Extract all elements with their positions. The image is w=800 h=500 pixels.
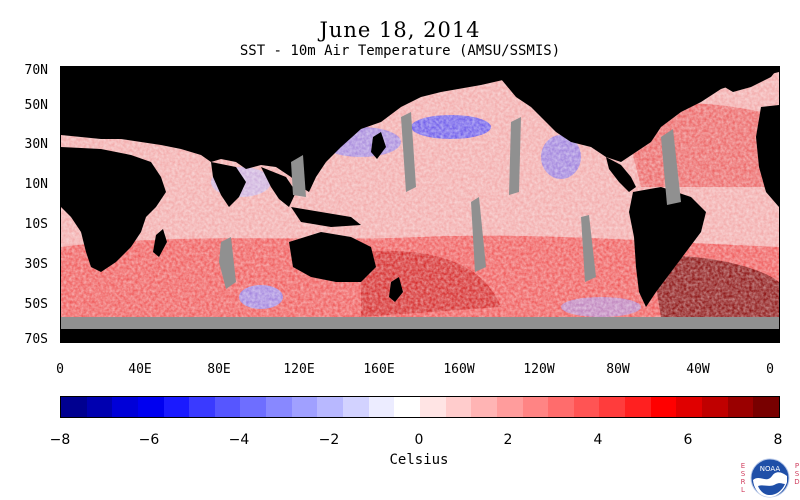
colorbar-tick-neg2: −2 [318,432,340,448]
lat-label-10s: 10S [24,217,48,232]
colorbar-swatch [727,397,754,417]
colorbar-swatch [548,397,574,417]
org-letter: P [794,462,800,470]
lon-label-160e: 160E [363,362,395,377]
colorbar-swatch [471,397,497,417]
colorbar [60,396,780,418]
org-letter: S [794,470,800,478]
missing-swath-2 [401,112,416,192]
missing-swath-5 [581,215,596,282]
colorbar-swatch [445,397,472,417]
land [61,67,779,342]
lon-label-40w: 40W [686,362,710,377]
colorbar-swatch [573,397,600,417]
south-america-land [629,187,706,307]
colorbar-tick-neg6: −6 [138,432,160,448]
colorbar-swatch [419,397,446,417]
svg-text:NOAA: NOAA [760,465,781,473]
lon-label-160w: 160W [443,362,475,377]
colorbar-tick-neg8: −8 [49,432,71,448]
org-letter: R [740,478,746,486]
colorbar-swatch [702,397,728,417]
lat-label-50n: 50N [24,98,48,113]
colorbar-swatch [394,397,420,417]
missing-swath-3 [471,197,486,272]
australia-land [289,232,376,282]
lat-label-30n: 30N [24,137,48,152]
colorbar-swatch [676,397,703,417]
missing-antarctic-edge [61,317,779,329]
colorbar-swatch [163,397,190,417]
southeast-asia-land [261,167,296,207]
colorbar-title: Celsius [389,452,449,468]
missing-data [61,112,779,329]
map-subtitle: SST - 10m Air Temperature (AMSU/SSMIS) [239,43,561,59]
noaa-logo-icon: NOAA [750,458,790,498]
missing-swath-4 [509,117,521,195]
lon-label-80e: 80E [207,362,231,377]
org-letter: D [794,478,800,486]
africa-land [61,147,166,272]
lat-label-50s: 50S [24,297,48,312]
lat-label-70s: 70S [24,332,48,347]
map-title: June 18, 2014 [319,18,481,42]
lon-label-80w: 80W [606,362,630,377]
lon-label-120w: 120W [523,362,555,377]
madagascar-land [153,229,167,257]
lon-label-0: 0 [56,362,64,377]
colorbar-swatch [317,397,344,417]
lon-label-0-east: 0 [766,362,774,377]
org-letter: L [741,486,745,494]
africa-east-edge-land [756,105,779,207]
missing-swath-6 [661,129,681,205]
greenland-land [701,67,779,92]
colorbar-swatch [112,397,138,417]
colorbar-swatch [753,397,779,417]
org-letter: S [740,470,746,478]
lat-label-70n: 70N [24,63,48,78]
colorbar-swatch [189,397,215,417]
colorbar-swatch [599,397,626,417]
colorbar-swatch [137,397,164,417]
central-america-land [606,157,636,192]
colorbar-swatch [61,397,87,417]
colorbar-swatch [240,397,267,417]
missing-swath-7 [291,155,306,197]
lon-label-120e: 120E [283,362,315,377]
sst-anomaly-map [60,66,780,343]
missing-swath-1 [219,237,236,289]
colorbar-swatch [368,397,395,417]
colorbar-tick-neg4: −4 [228,432,250,448]
eurasia-land [61,67,521,192]
colorbar-tick-8: 8 [773,432,783,448]
colorbar-swatch [343,397,369,417]
colorbar-swatch [625,397,651,417]
colorbar-tick-0: 0 [414,432,424,448]
colorbar-tick-2: 2 [503,432,513,448]
india-land [211,162,246,207]
colorbar-swatch [496,397,523,417]
colorbar-tick-6: 6 [683,432,693,448]
colorbar-swatch [291,397,318,417]
colorbar-tick-4: 4 [593,432,603,448]
lat-label-10n: 10N [24,177,48,192]
colorbar-swatch [522,397,549,417]
japan-land [371,132,386,159]
colorbar-swatch [650,397,677,417]
colorbar-swatch [266,397,292,417]
org-letter: E [740,462,746,470]
lon-label-40e: 40E [128,362,152,377]
colorbar-swatch [86,397,113,417]
new-zealand-land [389,277,403,302]
north-america-land [491,67,779,162]
colorbar-swatch [214,397,241,417]
map-canvas [61,67,779,342]
lat-label-30s: 30S [24,257,48,272]
antarctica-land [61,329,779,342]
indonesia-land [291,207,361,227]
